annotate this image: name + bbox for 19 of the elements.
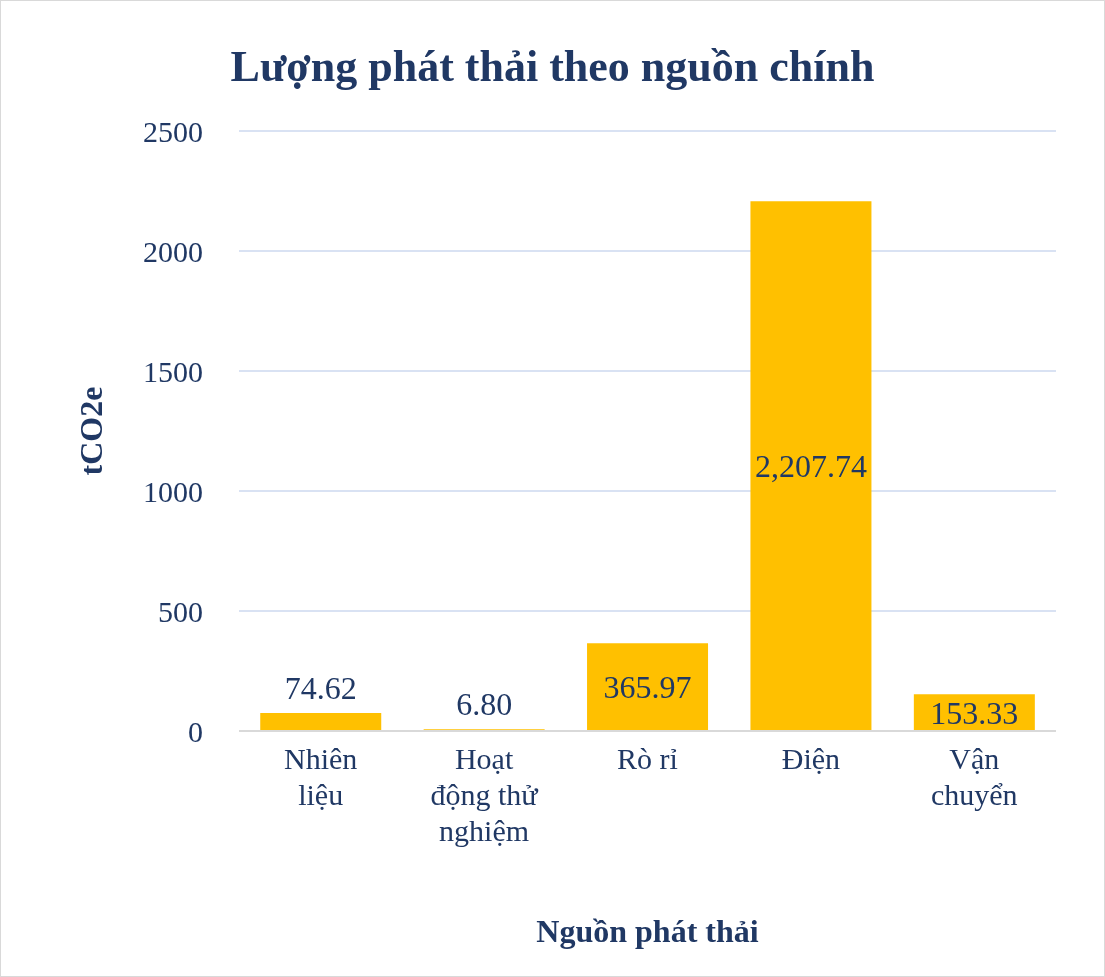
y-axis-title: tCO2e	[72, 386, 110, 476]
data-label: 74.62	[284, 670, 357, 707]
data-label: 6.80	[456, 686, 513, 723]
data-label: 365.97	[603, 669, 692, 706]
y-tick-label: 2500	[143, 114, 203, 148]
x-tick-label: Hoạt động thử nghiệm	[430, 742, 540, 847]
data-label: 2,207.74	[754, 448, 867, 485]
y-tick-label: 500	[158, 594, 203, 628]
data-label: 153.33	[930, 694, 1019, 731]
y-tick-label: 2000	[143, 234, 203, 268]
x-tick-label: Điện	[781, 742, 841, 775]
x-tick-label: Vận chuyển	[930, 742, 1018, 811]
y-tick-label: 0	[188, 714, 203, 748]
chart-title: Lượng phát thải theo nguồn chính	[229, 41, 876, 92]
y-tick-label: 1500	[143, 354, 203, 388]
y-tick-label: 1000	[143, 474, 203, 508]
x-tick-label: Nhiên liệu	[284, 742, 358, 811]
x-axis-title: Nguồn phát thải	[535, 913, 760, 950]
x-tick-label: Rò rỉ	[617, 742, 678, 775]
